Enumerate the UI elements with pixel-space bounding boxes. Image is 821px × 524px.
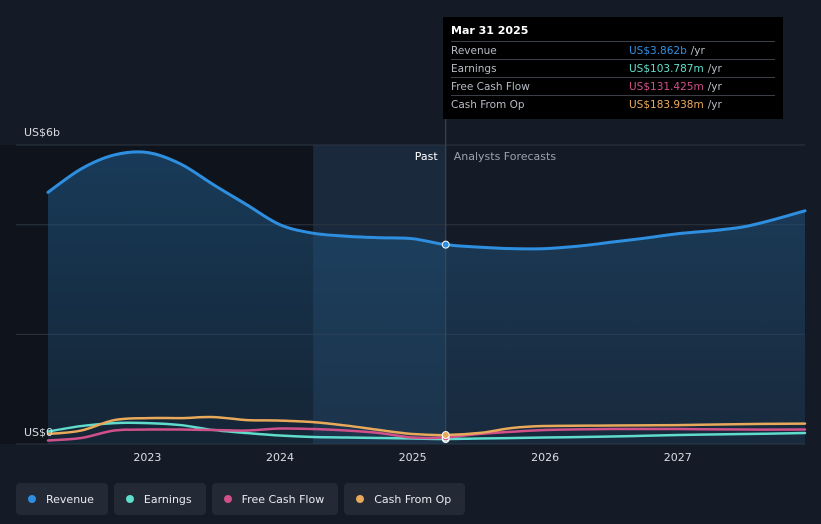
x-tick-label: 2027 [664,451,692,464]
legend-item-cash-from-op[interactable]: Cash From Op [344,483,466,515]
legend-label: Free Cash Flow [241,492,325,506]
cursor-marker-cash-from-op [441,431,450,440]
legend-label: Cash From Op [374,492,452,506]
x-tick-label: 2024 [266,451,294,464]
y-label-top: US$6b [24,126,60,139]
tooltip-value: US$3.862b [629,44,687,57]
past-region-label: Past [415,150,439,163]
tooltip-unit: /yr [707,98,722,111]
cursor-marker-revenue [441,240,450,249]
tooltip-row-free-cash-flow: Free Cash Flow US$131.425m /yr [451,77,775,95]
y-label-bottom: US$0 [24,426,53,439]
series-area-revenue [48,151,805,444]
legend-label: Earnings [143,492,192,506]
tooltip-value: US$131.425m [629,80,704,93]
tooltip-label: Free Cash Flow [451,80,530,93]
legend-item-earnings[interactable]: Earnings [113,483,206,515]
legend-item-free-cash-flow[interactable]: Free Cash Flow [211,483,339,515]
tooltip-label: Earnings [451,62,497,75]
tooltip-unit: /yr [690,44,705,57]
series-line-revenue [46,150,807,251]
legend-dot-icon [125,495,134,503]
legend-item-revenue[interactable]: Revenue [16,483,108,515]
x-tick-label: 2023 [133,451,161,464]
tooltip-row-earnings: Earnings US$103.787m /yr [451,59,775,77]
series-line-free-cash-flow [46,427,807,442]
legend: Revenue Earnings Free Cash Flow Cash Fro… [16,483,466,515]
x-tick-label: 2025 [399,451,427,464]
forecast-region-label: Analysts Forecasts [454,150,557,163]
legend-dot-icon [356,495,365,503]
tooltip-row-revenue: Revenue US$3.862b /yr [451,41,775,59]
tooltip-row-cash-from-op: Cash From Op US$183.938m /yr [451,95,775,113]
series-line-earnings [46,421,807,441]
tooltip-unit: /yr [707,80,722,93]
tooltip-label: Revenue [451,44,497,57]
series-line-cash-from-op [46,415,807,437]
legend-dot-icon [223,495,232,503]
x-tick-label: 2026 [531,451,559,464]
tooltip-unit: /yr [707,62,722,75]
tooltip: Mar 31 2025 Revenue US$3.862b /yr Earnin… [443,17,783,119]
tooltip-value: US$183.938m [629,98,704,111]
chart-area: US$6b US$0 2023 2024 2025 2026 2027 Past Analyst… [16,17,807,464]
tooltip-value: US$103.787m [629,62,704,75]
legend-label: Revenue [46,492,94,506]
tooltip-label: Cash From Op [451,98,525,111]
legend-dot-icon [28,495,36,503]
tooltip-date: Mar 31 2025 [451,24,529,37]
